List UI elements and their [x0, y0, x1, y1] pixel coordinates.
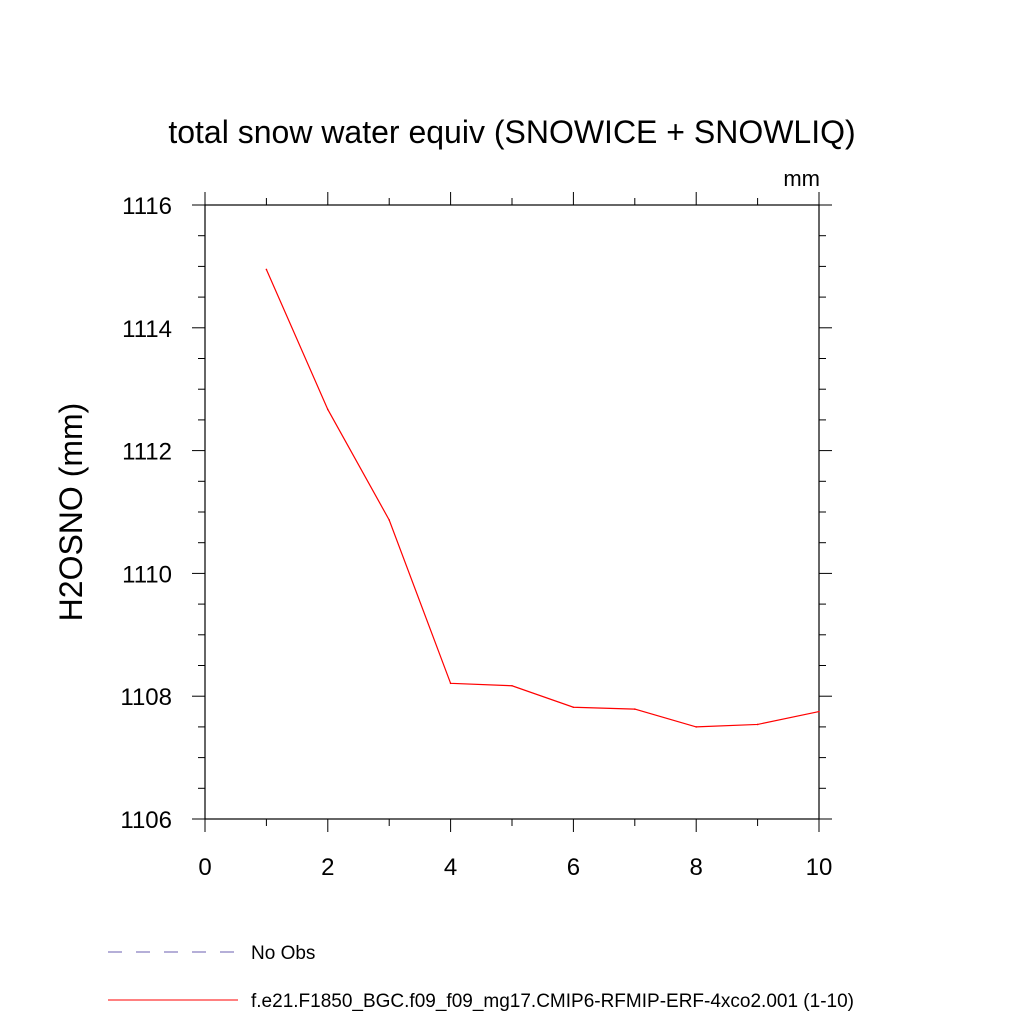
- x-tick-label: 8: [690, 854, 703, 881]
- x-tick-label: 10: [806, 854, 833, 881]
- data-point: [572, 706, 575, 709]
- series-layer: [265, 268, 820, 728]
- data-point: [265, 268, 268, 271]
- data-point: [634, 708, 636, 710]
- data-point: [511, 684, 513, 687]
- legend: No Obs f.e21.F1850_BGC.f09_f09_mg17.CMIP…: [108, 943, 854, 1012]
- x-tick-label: 4: [444, 854, 457, 881]
- y-tick-label: 1110: [122, 561, 172, 588]
- y-tick-label: 1106: [120, 807, 172, 834]
- units-label: mm: [783, 166, 820, 191]
- plot-frame: [204, 204, 820, 820]
- legend-label-no-obs: No Obs: [251, 943, 315, 964]
- x-tick-label: 2: [321, 854, 334, 881]
- y-tick-label: 1108: [120, 684, 172, 711]
- axis-ticks: 0 2 4 6 8 10 1106 1108 1110 1112 1114 1116: [120, 192, 832, 881]
- y-axis-label: H2OSNO (mm): [53, 403, 89, 622]
- data-point: [695, 726, 697, 728]
- y-tick-label: 1112: [122, 439, 172, 466]
- data-point: [756, 723, 759, 726]
- data-point: [818, 710, 820, 713]
- x-tick-label: 6: [567, 854, 580, 881]
- series-line: [265, 269, 820, 728]
- data-point: [388, 519, 391, 521]
- data-point: [327, 408, 329, 411]
- data-point: [449, 682, 452, 685]
- legend-label-model-run: f.e21.F1850_BGC.f09_f09_mg17.CMIP6-RFMIP…: [251, 991, 854, 1012]
- y-tick-label: 1116: [122, 193, 172, 220]
- y-tick-label: 1114: [122, 316, 172, 343]
- chart-title: total snow water equiv (SNOWICE + SNOWLI…: [168, 114, 855, 150]
- x-tick-label: 0: [198, 854, 211, 881]
